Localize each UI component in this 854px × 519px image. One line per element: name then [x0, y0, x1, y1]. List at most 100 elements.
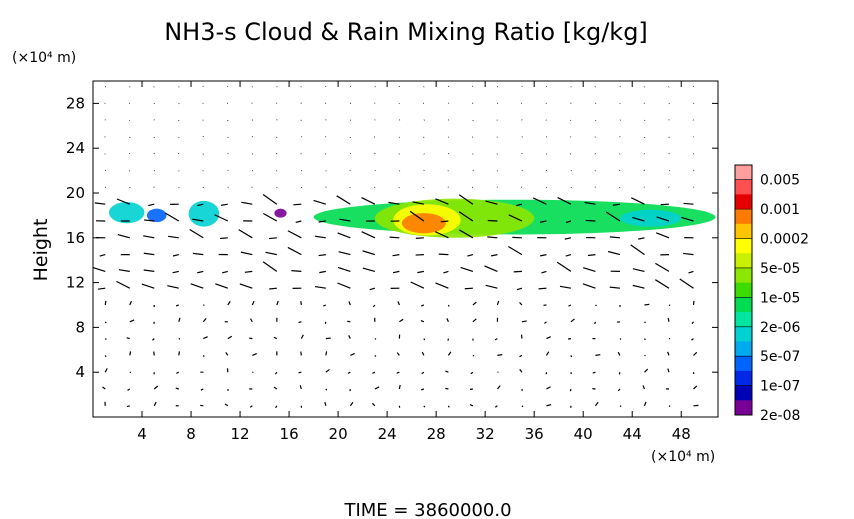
cloud-field: [108, 198, 716, 238]
wind-vector: [568, 304, 572, 307]
wind-vector: [347, 371, 351, 374]
colorbar-label: 1e-07: [760, 379, 800, 395]
wind-vector: [545, 351, 550, 356]
x-unit-label: (×10⁴ m): [651, 449, 715, 465]
wind-vector: [632, 284, 645, 289]
wind-vector: [630, 197, 645, 205]
wind-vector: [269, 287, 277, 290]
wind-vector: [129, 300, 133, 306]
wind-vector: [494, 405, 498, 408]
wind-vector: [222, 270, 228, 274]
y-tick-label: 20: [66, 184, 85, 202]
wind-vector: [273, 386, 278, 390]
wind-vector: [202, 318, 207, 323]
wind-vector: [587, 254, 596, 257]
wind-vector: [153, 385, 159, 390]
wind-vector: [324, 401, 327, 406]
x-tick-label: 28: [427, 425, 446, 443]
wind-vector: [569, 388, 572, 392]
wind-vector: [519, 369, 523, 373]
wind-vector: [617, 388, 621, 392]
wind-vector: [693, 351, 698, 356]
wind-vector: [299, 385, 302, 390]
colorbar-label: 0.005: [760, 173, 800, 189]
wind-vector: [251, 300, 255, 306]
wind-vector: [642, 385, 646, 390]
wind-vector: [372, 304, 376, 308]
wind-vector: [472, 318, 477, 323]
wind-vector: [540, 254, 547, 257]
wind-vector: [638, 237, 645, 240]
wind-vector: [192, 218, 204, 222]
wind-vector: [423, 405, 426, 408]
wind-vector: [584, 201, 596, 205]
wind-vector: [469, 403, 474, 407]
wind-vector: [595, 354, 601, 356]
wind-vector: [656, 216, 670, 222]
wind-vector: [519, 302, 523, 306]
wind-vector: [318, 254, 326, 257]
wind-vector: [583, 267, 596, 272]
wind-vector: [619, 338, 622, 340]
wind-vector: [392, 270, 400, 274]
wind-vector: [323, 304, 327, 307]
wind-vector: [324, 321, 327, 325]
wind-vector: [539, 220, 547, 223]
wind-vector: [129, 319, 135, 323]
wind-vector: [349, 401, 354, 407]
wind-vector: [487, 236, 498, 239]
wind-vector: [362, 267, 376, 272]
wind-vector: [238, 229, 253, 239]
x-tick-label: 40: [574, 425, 593, 443]
x-tick-label: 8: [186, 425, 196, 443]
wind-vector: [117, 234, 130, 239]
wind-vector: [126, 405, 130, 408]
wind-vector: [421, 388, 425, 391]
wind-vector: [374, 386, 380, 390]
colorbar-swatch: [735, 282, 752, 298]
wind-vector: [607, 250, 621, 256]
wind-vector: [295, 220, 302, 224]
wind-vector: [446, 318, 449, 323]
wind-vector: [148, 203, 155, 207]
wind-vector: [460, 266, 474, 272]
wind-vector: [273, 336, 278, 340]
wind-vector: [557, 197, 572, 205]
wind-vector: [485, 200, 498, 205]
wind-vector: [688, 270, 694, 274]
wind-vector: [565, 220, 572, 224]
wind-vector: [249, 318, 253, 323]
wind-vector: [485, 284, 498, 289]
wind-vector: [287, 246, 302, 256]
wind-vector: [612, 203, 621, 206]
wind-vector: [372, 371, 376, 374]
wind-vector: [98, 287, 106, 290]
wind-vector: [337, 266, 351, 272]
wind-vector: [546, 336, 551, 340]
wind-vector: [484, 265, 498, 272]
wind-vector: [336, 195, 351, 205]
wind-vector: [263, 212, 278, 222]
wind-vector: [153, 351, 155, 356]
wind-vector: [325, 351, 328, 356]
colorbar-swatch: [735, 253, 752, 269]
wind-vector: [415, 237, 424, 239]
wind-vector: [99, 254, 106, 257]
colorbar-label: 0.0002: [760, 232, 809, 248]
cloud-region: [274, 208, 287, 218]
wind-vector: [389, 236, 400, 239]
wind-vector: [152, 338, 155, 341]
wind-vector: [605, 211, 621, 222]
wind-vector: [203, 336, 208, 340]
wind-vector: [594, 321, 597, 325]
wind-vector: [655, 262, 670, 272]
cloud-region: [146, 208, 167, 223]
wind-vector: [582, 283, 596, 289]
wind-vector: [104, 355, 107, 358]
colorbar-label: 1e-05: [760, 290, 800, 306]
wind-vector: [175, 387, 179, 390]
x-tick-label: 16: [280, 425, 299, 443]
wind-vector: [609, 286, 621, 289]
colorbar-label: 2e-08: [760, 408, 800, 424]
wind-vector: [399, 318, 404, 323]
